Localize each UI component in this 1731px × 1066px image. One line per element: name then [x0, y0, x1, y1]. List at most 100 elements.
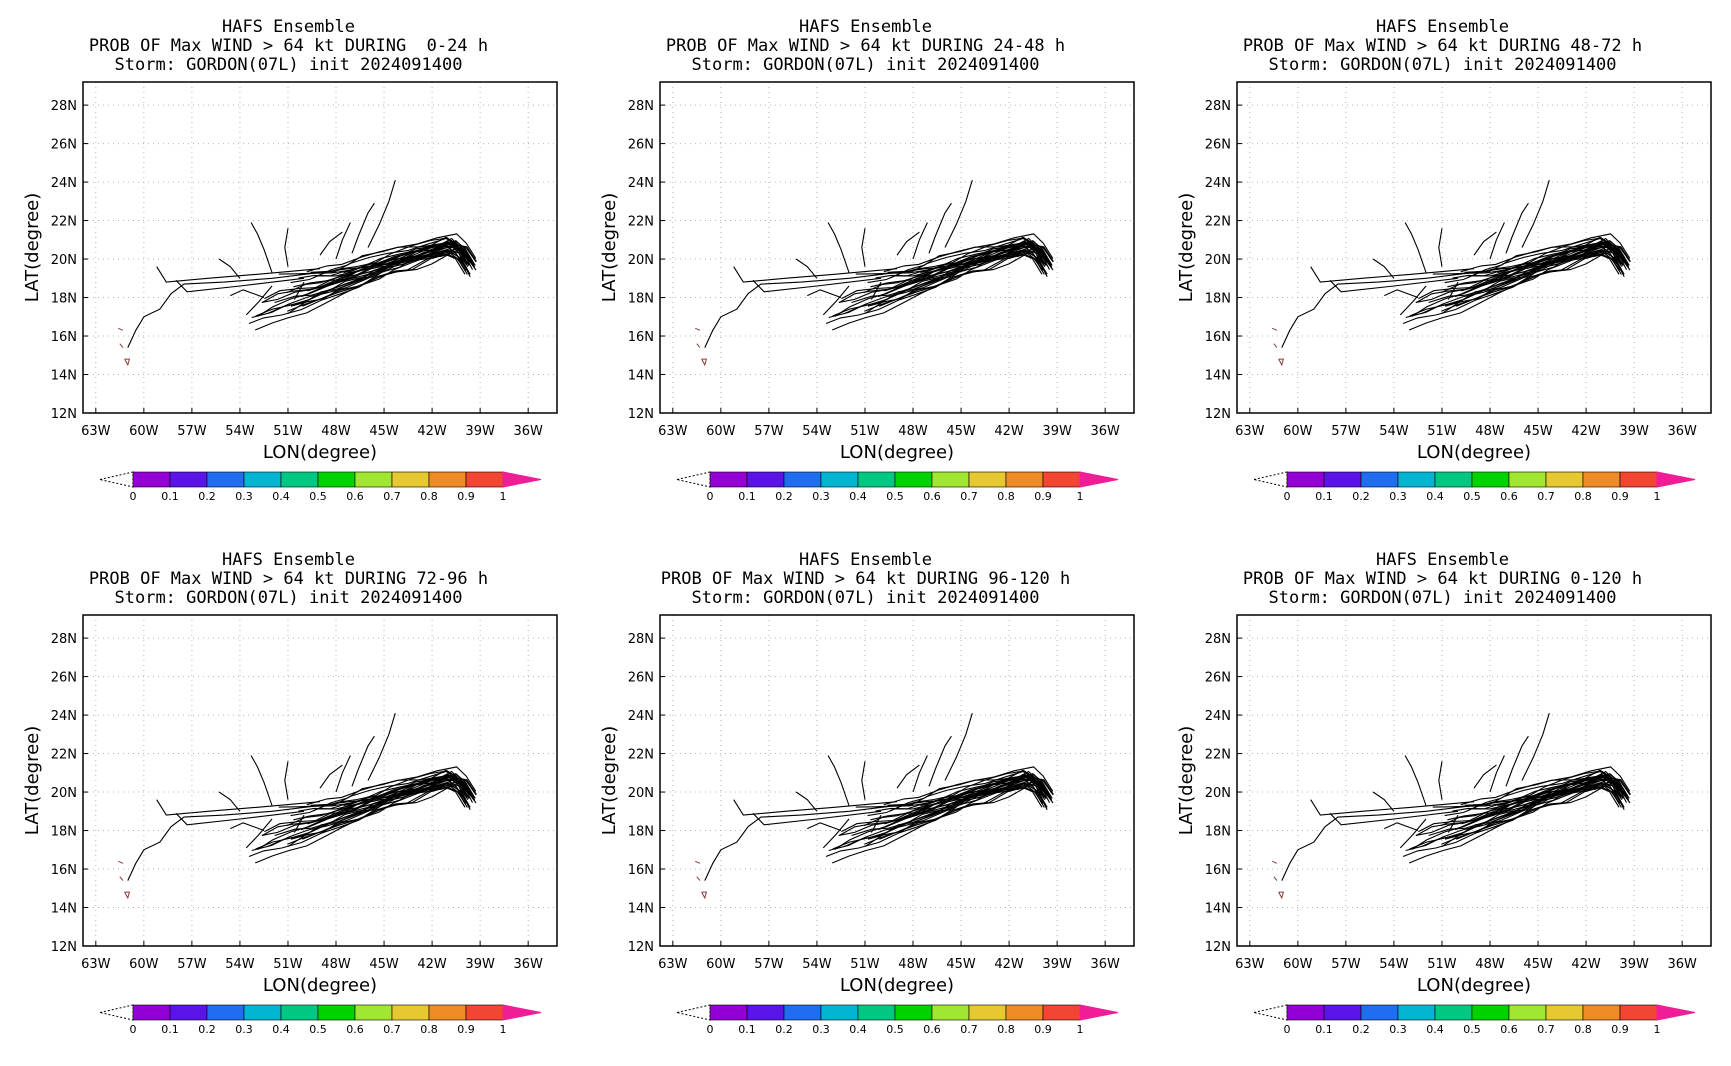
- y-tick-label: 20N: [1205, 786, 1231, 801]
- colorbar-label: 1: [1654, 1023, 1661, 1036]
- ensemble-track: [290, 250, 471, 307]
- colorbar-segment: [1434, 471, 1473, 488]
- y-axis-label: LAT(degree): [22, 726, 43, 835]
- y-tick-label: 20N: [51, 786, 77, 801]
- y-tick-label: 22N: [628, 215, 654, 230]
- ensemble-track: [733, 266, 898, 283]
- ensemble-track: [1281, 804, 1475, 881]
- y-tick-label: 28N: [51, 99, 77, 114]
- ensemble-track: [251, 245, 470, 319]
- colorbar-segment: [857, 1004, 896, 1021]
- plot-frame: [1236, 614, 1712, 947]
- colorbar-label: 0.7: [383, 1023, 401, 1036]
- colorbar-label: 0.1: [1315, 1023, 1333, 1036]
- y-tick-label: 14N: [1205, 902, 1231, 917]
- x-tick-label: 36W: [513, 957, 543, 972]
- colorbar-segment: [1471, 1004, 1510, 1021]
- colorbar-under-arrow: [99, 471, 134, 488]
- colorbar-segment: [1434, 1004, 1473, 1021]
- ensemble-track: [827, 222, 850, 273]
- ensemble-track: [1521, 712, 1550, 781]
- ensemble-track: [1329, 810, 1459, 826]
- island-outline: [1272, 860, 1278, 864]
- ensemble-track: [1402, 254, 1620, 325]
- x-tick-label: 54W: [225, 424, 255, 439]
- ensemble-track: [1399, 818, 1427, 849]
- colorbar-label: 0.3: [812, 490, 830, 503]
- colorbar-label: 0.3: [1389, 490, 1407, 503]
- ensemble-track: [1415, 769, 1620, 836]
- ensemble-track: [807, 289, 842, 299]
- x-tick-label: 48W: [898, 424, 928, 439]
- colorbar-label: 0: [707, 1023, 714, 1036]
- x-axis-label: LON(degree): [1417, 442, 1531, 463]
- colorbar-label: 0.9: [1034, 490, 1052, 503]
- x-tick-label: 63W: [1235, 957, 1265, 972]
- x-axis-label: LON(degree): [263, 442, 377, 463]
- ensemble-track: [1438, 228, 1443, 267]
- x-tick-label: 60W: [706, 957, 736, 972]
- y-tick-label: 26N: [628, 138, 654, 153]
- colorbar-segment: [1471, 471, 1510, 488]
- colorbar-segment: [1286, 471, 1325, 488]
- colorbar-segment: [1545, 1004, 1584, 1021]
- colorbar-label: 0.5: [1463, 490, 1481, 503]
- probability-map-panel: HAFS Ensemble PROB OF Max WIND > 64 kt DU…: [577, 533, 1154, 1066]
- colorbar-segment: [1397, 471, 1436, 488]
- ensemble-track: [1497, 237, 1626, 274]
- y-tick-label: 12N: [1205, 407, 1231, 422]
- colorbar-label: 0.6: [923, 490, 941, 503]
- colorbar-under-arrow: [1253, 1004, 1288, 1021]
- map-plot: 63W 60W 57W 54W 51W 48W 45W 42W 39W 36W 12N 14N 16N 1…: [1176, 81, 1712, 503]
- x-tick-label: 39W: [1619, 957, 1649, 972]
- colorbar-segment: [243, 471, 282, 488]
- ensemble-track: [156, 799, 321, 816]
- colorbar-label: 0.4: [1426, 490, 1444, 503]
- y-tick-label: 14N: [628, 902, 654, 917]
- ensemble-track: [876, 770, 1043, 808]
- colorbar-label: 0.9: [1611, 1023, 1629, 1036]
- y-tick-label: 24N: [51, 709, 77, 724]
- ensemble-track: [245, 818, 273, 849]
- ensemble-track: [944, 712, 973, 781]
- panel-title: HAFS Ensemble PROB OF Max WIND > 64 kt DU…: [1154, 551, 1731, 608]
- y-tick-label: 12N: [628, 407, 654, 422]
- y-tick-label: 22N: [51, 215, 77, 230]
- x-tick-label: 57W: [754, 957, 784, 972]
- ensemble-track: [822, 818, 850, 849]
- y-axis-label: LAT(degree): [599, 726, 620, 835]
- colorbar: 0 0.1 0.2 0.3 0.4 0.5 0.6 0.7 0.8 0.9 1: [1253, 471, 1696, 503]
- panel-title-line: PROB OF Max WIND > 64 kt DURING 24-48 h: [665, 36, 1066, 56]
- colorbar-under-arrow: [676, 471, 711, 488]
- colorbar-label: 0.9: [457, 1023, 475, 1036]
- colorbar-label: 0.3: [235, 1023, 253, 1036]
- y-tick-label: 24N: [51, 176, 77, 191]
- colorbar-segment: [1508, 471, 1547, 488]
- x-tick-label: 45W: [369, 424, 399, 439]
- y-tick-label: 24N: [1205, 709, 1231, 724]
- ensemble-track: [1399, 285, 1427, 316]
- colorbar-label: 1: [1077, 490, 1084, 503]
- colorbar: 0 0.1 0.2 0.3 0.4 0.5 0.6 0.7 0.8 0.9 1: [99, 471, 542, 503]
- ensemble-track: [1521, 179, 1550, 248]
- y-tick-label: 24N: [1205, 176, 1231, 191]
- ensemble-track: [834, 778, 1052, 850]
- ensemble-track: [1409, 253, 1622, 317]
- y-tick-label: 26N: [1205, 671, 1231, 686]
- x-tick-label: 63W: [81, 424, 111, 439]
- panel-title-line: HAFS Ensemble: [221, 17, 356, 37]
- ensemble-track: [1372, 258, 1395, 279]
- panel-title-line: HAFS Ensemble: [221, 550, 356, 570]
- y-tick-label: 16N: [1205, 330, 1231, 345]
- colorbar-label: 0.8: [420, 1023, 438, 1036]
- ensemble-track: [367, 179, 396, 248]
- ensemble-track: [1405, 245, 1624, 319]
- colorbar-segment: [1360, 1004, 1399, 1021]
- ensemble-track: [912, 222, 928, 260]
- x-tick-label: 39W: [465, 957, 495, 972]
- colorbar-label: 0.5: [309, 490, 327, 503]
- ensemble-track: [1489, 755, 1505, 793]
- y-tick-label: 14N: [628, 369, 654, 384]
- island-outline: [695, 860, 701, 864]
